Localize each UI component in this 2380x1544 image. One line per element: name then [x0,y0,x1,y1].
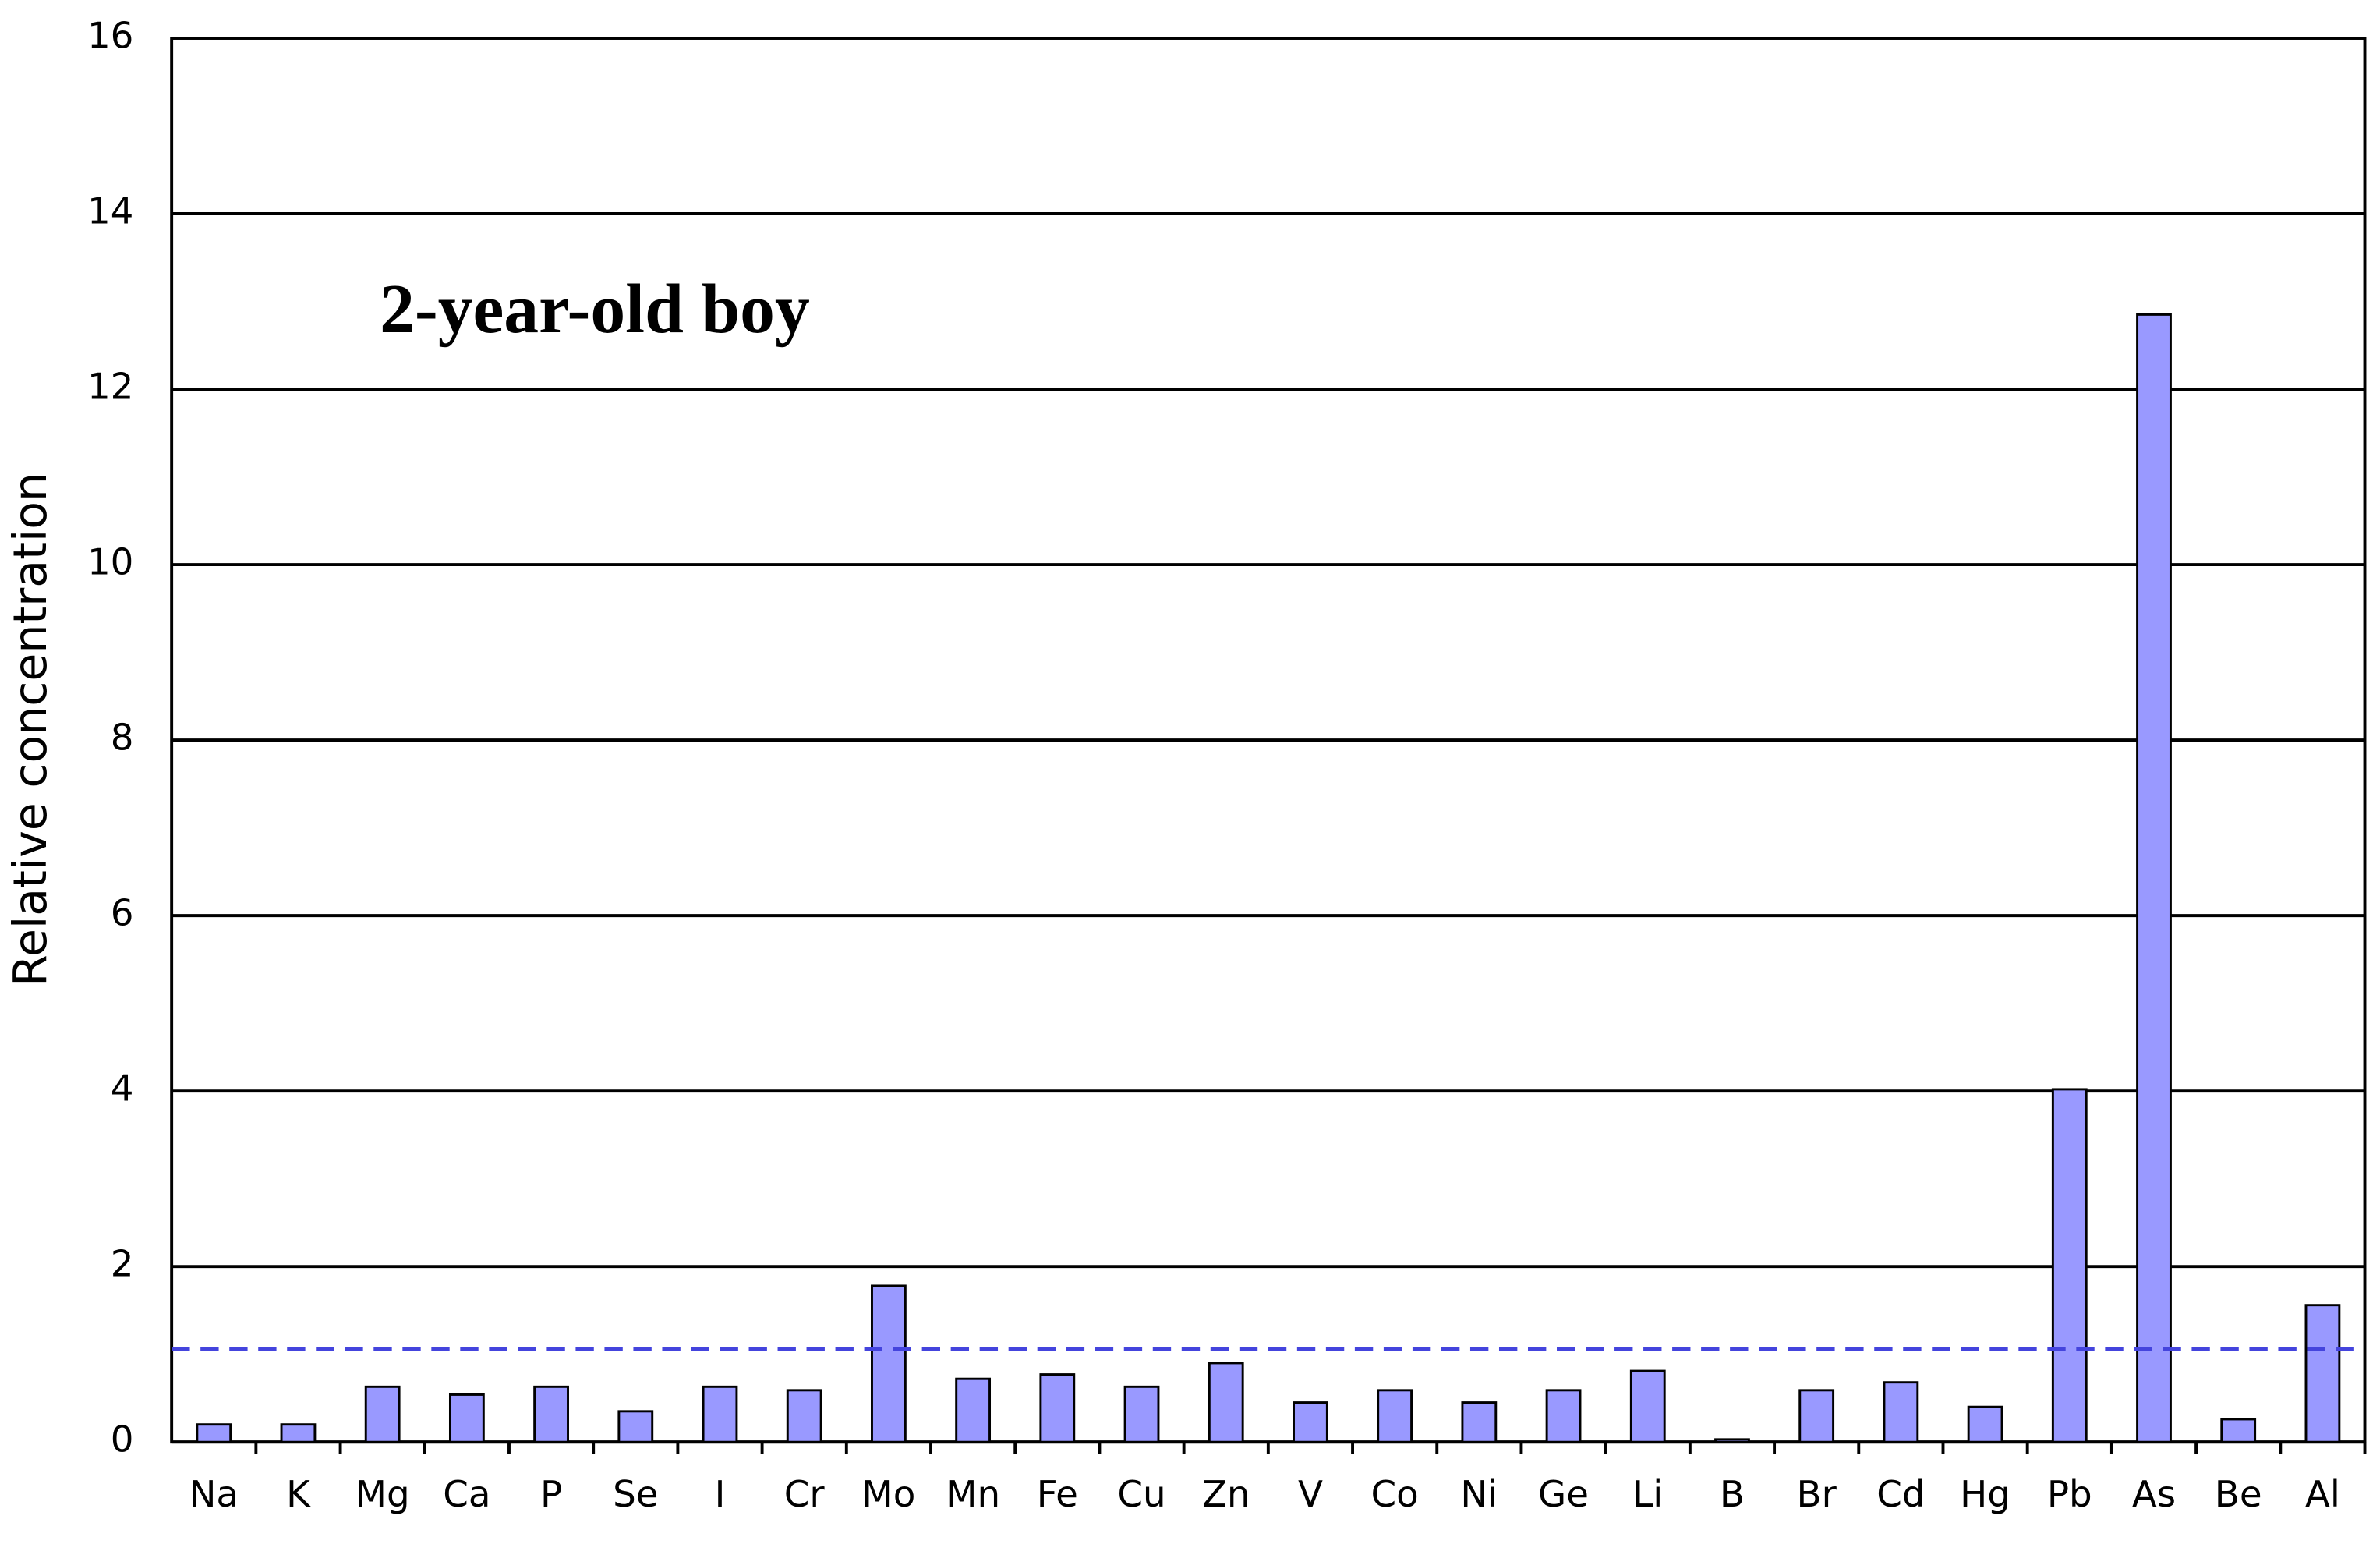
x-tick-label: Br [1797,1474,1837,1516]
x-tick-label: P [540,1474,562,1516]
x-tick-label: Cr [784,1474,826,1516]
bar [1208,1362,1244,1443]
x-tick-label: Cu [1117,1474,1165,1516]
y-tick-label: 0 [111,1419,134,1461]
y-tick-label: 10 [87,542,134,584]
bar [2136,313,2172,1443]
x-tick-label: Be [2215,1474,2262,1516]
y-tick-label: 12 [87,367,134,409]
bar [448,1393,485,1443]
bar [786,1389,822,1443]
x-tick-label: K [286,1474,311,1516]
bar [533,1385,569,1443]
x-tick-label: Se [613,1474,658,1516]
bar [196,1423,232,1443]
bar [2051,1088,2088,1443]
x-tick-label: Ge [1538,1474,1589,1516]
bar [364,1385,401,1443]
x-tick-label: Na [189,1474,239,1516]
y-tick-label: 16 [87,15,134,57]
bar [1377,1389,1413,1443]
x-tick-label: Mo [861,1474,915,1516]
bar [1293,1401,1328,1443]
x-tick-label: B [1720,1474,1745,1516]
x-tick-label: Ca [443,1474,490,1516]
bar [2304,1304,2341,1443]
x-tick-label: Hg [1960,1474,2010,1516]
x-tick-label: V [1298,1474,1323,1516]
bar [1039,1373,1076,1443]
bar [955,1377,992,1443]
x-tick-label: I [715,1474,726,1516]
x-tick-label: Al [2305,1474,2340,1516]
y-tick-label: 8 [111,717,134,760]
x-tick-label: Mn [946,1474,1000,1516]
bar [280,1423,317,1443]
bar [1123,1385,1160,1443]
bar [871,1284,907,1443]
bar [1629,1369,1666,1443]
x-tick-label: Pb [2047,1474,2092,1516]
y-tick-label: 6 [111,893,134,935]
y-tick-label: 14 [87,190,134,232]
bar [2220,1418,2257,1443]
x-tick-label: Cd [1876,1474,1925,1516]
x-tick-label: Li [1632,1474,1663,1516]
bar [1461,1401,1498,1443]
bar [1714,1438,1750,1443]
x-tick-label: Zn [1202,1474,1250,1516]
annotation: 2-year-old boy [380,271,810,348]
bar [1798,1389,1835,1443]
bar [1967,1405,2003,1443]
x-tick-label: Ni [1460,1474,1498,1516]
bar [1545,1389,1582,1443]
y-axis-label: Relative concentration [4,473,57,986]
y-tick-label: 2 [111,1244,134,1286]
bar [617,1410,654,1443]
x-tick-label: Co [1371,1474,1419,1516]
bar [702,1385,738,1443]
bar [1883,1381,1919,1443]
x-tick-label: Mg [355,1474,410,1516]
x-tick-label: Fe [1037,1474,1078,1516]
y-tick-label: 4 [111,1068,134,1110]
x-tick-label: As [2132,1474,2176,1516]
